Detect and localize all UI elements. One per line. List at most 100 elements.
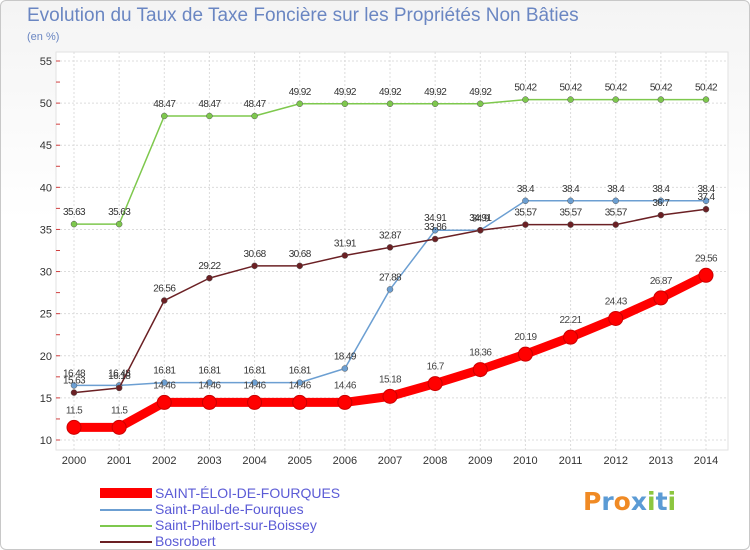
data-point	[206, 112, 213, 120]
data-point	[431, 100, 439, 108]
logo-letter: i	[667, 487, 677, 516]
x-tick-label: 2009	[468, 455, 492, 467]
data-label: 37.4	[697, 192, 715, 203]
data-point	[657, 96, 665, 103]
data-label: 14.46	[244, 380, 267, 391]
chart-title: Evolution du Taux de Taxe Foncière sur l…	[27, 5, 579, 26]
data-point	[70, 382, 78, 389]
data-label: 15.63	[63, 376, 86, 387]
legend-swatch	[100, 509, 152, 511]
data-label: 36.7	[652, 198, 670, 209]
data-point	[472, 362, 488, 378]
x-tick-label: 2002	[152, 455, 176, 467]
data-label: 33.86	[424, 222, 447, 233]
data-point	[612, 221, 619, 228]
data-label: 49.92	[334, 87, 357, 98]
y-tick-label: 20	[40, 351, 52, 363]
y-tick-label: 50	[40, 98, 52, 110]
data-point	[161, 379, 168, 386]
data-label: 48.47	[198, 99, 221, 110]
data-label: 50.42	[695, 83, 718, 94]
data-label: 27.88	[379, 272, 402, 283]
data-point	[522, 221, 529, 228]
data-label: 16.81	[198, 366, 221, 377]
data-point	[563, 329, 579, 345]
data-label: 29.22	[198, 261, 221, 272]
data-label: 16.81	[289, 366, 312, 377]
data-point	[608, 310, 624, 326]
data-label: 32.87	[379, 230, 402, 241]
data-label: 24.43	[605, 296, 628, 307]
logo-letter: x	[630, 487, 647, 516]
data-label: 26.56	[153, 284, 176, 295]
data-label: 16.81	[153, 366, 176, 377]
data-point	[247, 394, 263, 410]
data-label: 34.9	[472, 213, 490, 224]
x-tick-label: 2013	[649, 455, 673, 467]
data-label: 48.47	[244, 99, 267, 110]
data-point	[341, 252, 349, 259]
logo-letter: r	[601, 487, 614, 516]
data-point	[477, 100, 484, 108]
data-point	[111, 419, 127, 435]
data-point	[206, 274, 213, 282]
data-label: 30.68	[244, 249, 267, 260]
data-point	[296, 262, 303, 270]
data-point	[702, 197, 710, 205]
data-label: 18.49	[334, 351, 357, 362]
data-point	[70, 220, 78, 228]
data-point	[698, 267, 714, 283]
x-tick-label: 2007	[378, 455, 402, 467]
data-label: 30.68	[289, 249, 312, 260]
legend-swatch	[100, 541, 152, 543]
x-tick-label: 2004	[242, 455, 266, 467]
logo-letter: o	[613, 487, 631, 516]
data-label: 35.57	[605, 208, 628, 219]
data-point	[567, 221, 574, 228]
data-point	[66, 419, 82, 435]
data-label: 14.46	[289, 380, 312, 391]
x-tick-label: 2014	[694, 455, 718, 467]
x-tick-label: 2012	[603, 455, 627, 467]
data-label: 16.7	[427, 362, 445, 373]
data-label: 50.42	[650, 83, 673, 94]
data-label: 38.4	[607, 184, 625, 195]
data-point	[657, 197, 665, 205]
y-tick-label: 45	[40, 140, 52, 152]
y-tick-label: 10	[40, 435, 52, 447]
data-point	[702, 96, 710, 103]
data-label: 14.46	[198, 380, 221, 391]
logo-letter: i	[647, 487, 656, 516]
data-point	[657, 211, 665, 219]
plot-area	[55, 51, 729, 451]
data-label: 38.4	[697, 184, 715, 195]
data-label: 35.63	[108, 207, 131, 218]
data-point	[115, 384, 123, 392]
data-point	[292, 394, 308, 410]
data-label: 14.46	[153, 380, 176, 391]
data-point	[522, 96, 529, 103]
data-point	[70, 389, 78, 396]
data-label: 16.81	[244, 366, 267, 377]
data-point	[567, 96, 574, 103]
data-label: 15.18	[379, 374, 402, 385]
x-tick-label: 2006	[333, 455, 357, 467]
y-tick-label: 35	[40, 224, 52, 236]
legend-label: Bosrobert	[155, 533, 216, 549]
data-point	[517, 346, 533, 362]
data-label: 31.91	[334, 238, 357, 249]
data-label: 26.87	[650, 276, 673, 287]
data-point	[431, 235, 439, 243]
data-point	[341, 365, 349, 372]
x-tick-label: 2001	[107, 455, 131, 467]
legend-label: SAINT-ÉLOI-DE-FOURQUES	[155, 485, 341, 501]
data-label: 38.4	[652, 184, 670, 195]
data-point	[161, 297, 168, 304]
data-point	[341, 100, 349, 108]
data-point	[382, 388, 398, 404]
x-tick-label: 2005	[287, 455, 311, 467]
data-label: 48.47	[153, 99, 176, 110]
data-label: 49.92	[289, 87, 312, 98]
data-label: 29.56	[695, 253, 718, 264]
data-label: 50.42	[605, 83, 628, 94]
